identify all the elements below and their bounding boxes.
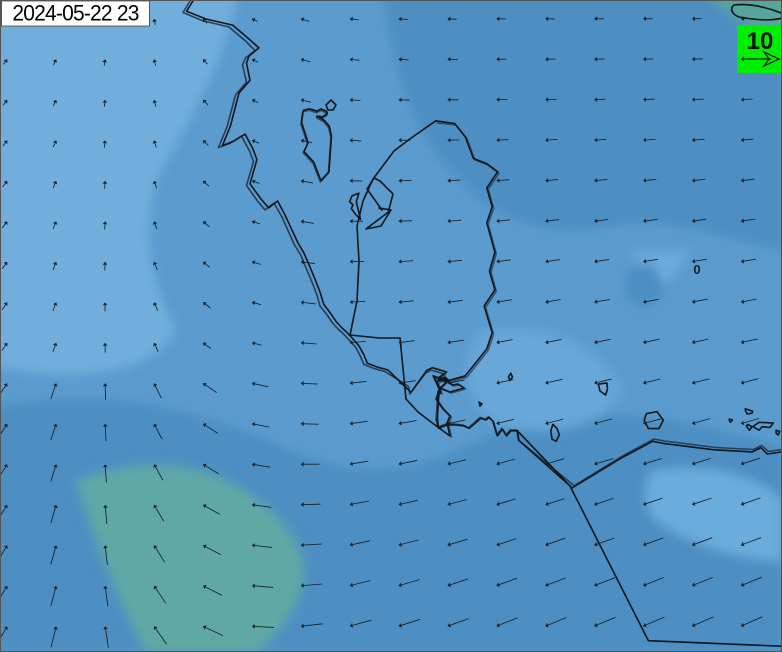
svg-text:0: 0 bbox=[693, 262, 700, 277]
svg-text:10: 10 bbox=[747, 28, 774, 55]
